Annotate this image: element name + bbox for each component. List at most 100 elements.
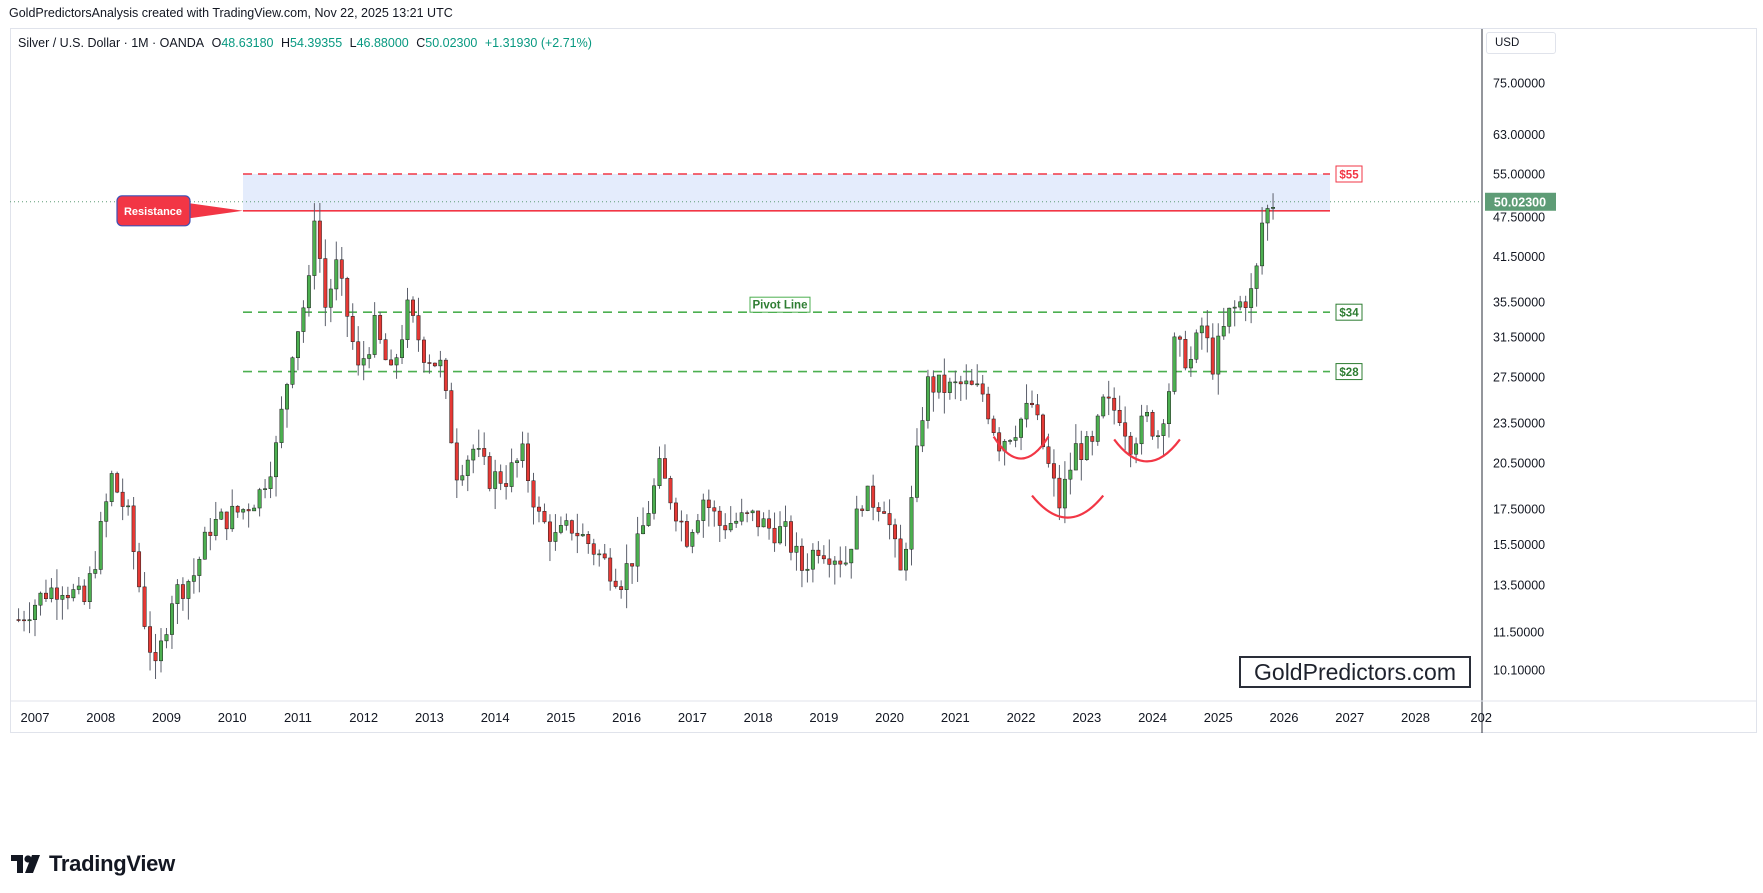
candle-up	[920, 420, 925, 447]
candle-down	[871, 485, 876, 508]
candle-up	[38, 592, 43, 606]
level-55-tag: $55	[1339, 170, 1359, 182]
candle-down	[526, 443, 530, 482]
candle	[175, 579, 180, 625]
candle	[93, 551, 98, 579]
candle-up	[1008, 440, 1013, 442]
candle-up	[268, 476, 273, 489]
candle	[131, 497, 136, 570]
candle	[27, 602, 32, 634]
candle	[838, 546, 843, 578]
candle-up	[1199, 325, 1204, 334]
candle	[969, 368, 974, 386]
candle-up	[794, 545, 799, 553]
candle	[580, 523, 585, 537]
candle-up	[202, 531, 207, 560]
candle	[153, 633, 158, 680]
candle	[575, 513, 580, 554]
candle-up	[1019, 418, 1024, 438]
low-value: 46.88000	[356, 36, 409, 50]
candle-up	[734, 520, 739, 524]
candle-down	[454, 442, 459, 481]
candle	[706, 489, 711, 527]
candle-down	[339, 259, 344, 279]
chart-frame[interactable]	[10, 28, 1757, 733]
candle	[1227, 307, 1232, 334]
candle	[1008, 438, 1013, 445]
y-tick-label: 13.50000	[1493, 579, 1545, 593]
candle	[690, 529, 695, 554]
candle	[646, 501, 651, 527]
candle	[82, 579, 87, 605]
candle	[49, 578, 54, 603]
candle	[1090, 430, 1095, 456]
candle	[54, 569, 59, 620]
currency-selector[interactable]: USD	[1486, 32, 1556, 54]
candle-up	[241, 509, 246, 513]
candle	[356, 326, 361, 376]
candle	[526, 432, 530, 493]
candle	[1205, 310, 1210, 353]
candle	[465, 455, 470, 492]
tradingview-brand[interactable]: TradingView	[11, 851, 175, 877]
candle-up	[93, 569, 98, 574]
candle-down	[799, 545, 804, 571]
pattern-arc-2	[1031, 494, 1105, 519]
candle-up	[657, 458, 662, 487]
candle	[301, 300, 306, 343]
candle-up	[849, 548, 854, 564]
candle-up	[964, 380, 969, 385]
candle	[1243, 295, 1248, 322]
candle	[60, 586, 65, 620]
candle	[925, 369, 930, 429]
candle-up	[1194, 332, 1199, 360]
candle-down	[887, 513, 892, 526]
candle	[1123, 406, 1128, 451]
candle	[274, 435, 278, 497]
candle-down	[378, 315, 383, 340]
candle-down	[383, 339, 388, 361]
candle-up	[1216, 335, 1221, 375]
candle	[1260, 207, 1265, 275]
change-value: +1.31930 (+2.71%)	[484, 36, 592, 50]
candle	[1030, 390, 1034, 408]
candle	[180, 577, 185, 611]
candle-down	[547, 521, 552, 542]
y-tick-label: 41.50000	[1493, 250, 1545, 264]
candle	[876, 502, 881, 522]
candle-up	[558, 525, 563, 533]
candle	[279, 396, 284, 449]
candle	[1199, 317, 1204, 350]
y-tick-label: 35.50000	[1493, 296, 1545, 310]
candle	[893, 518, 898, 558]
candle	[810, 543, 815, 583]
candle-up	[953, 381, 958, 384]
candle	[789, 515, 793, 561]
candle	[230, 489, 235, 532]
candle	[405, 287, 410, 348]
candle	[624, 544, 629, 609]
candle	[794, 532, 799, 571]
watermark-text: GoldPredictors.com	[1254, 658, 1456, 685]
candle-down	[980, 383, 985, 395]
candle	[882, 501, 887, 515]
candle	[750, 509, 755, 522]
candle-up	[832, 560, 837, 565]
candle	[854, 495, 859, 550]
candle-up	[1232, 306, 1237, 309]
candle	[964, 364, 969, 400]
candle	[712, 500, 717, 527]
symbol-title[interactable]: Silver / U.S. Dollar · 1M · OANDA	[18, 36, 205, 50]
y-tick-label: 17.50000	[1493, 503, 1545, 517]
candle-up	[1062, 478, 1067, 509]
candle-up	[641, 525, 646, 535]
candle	[668, 475, 673, 510]
candle	[400, 324, 404, 364]
candle-down	[1090, 436, 1095, 442]
candle-up	[213, 519, 218, 536]
candle	[411, 296, 415, 323]
candle	[241, 508, 246, 520]
currency-label: USD	[1495, 37, 1520, 49]
candle	[915, 428, 919, 503]
